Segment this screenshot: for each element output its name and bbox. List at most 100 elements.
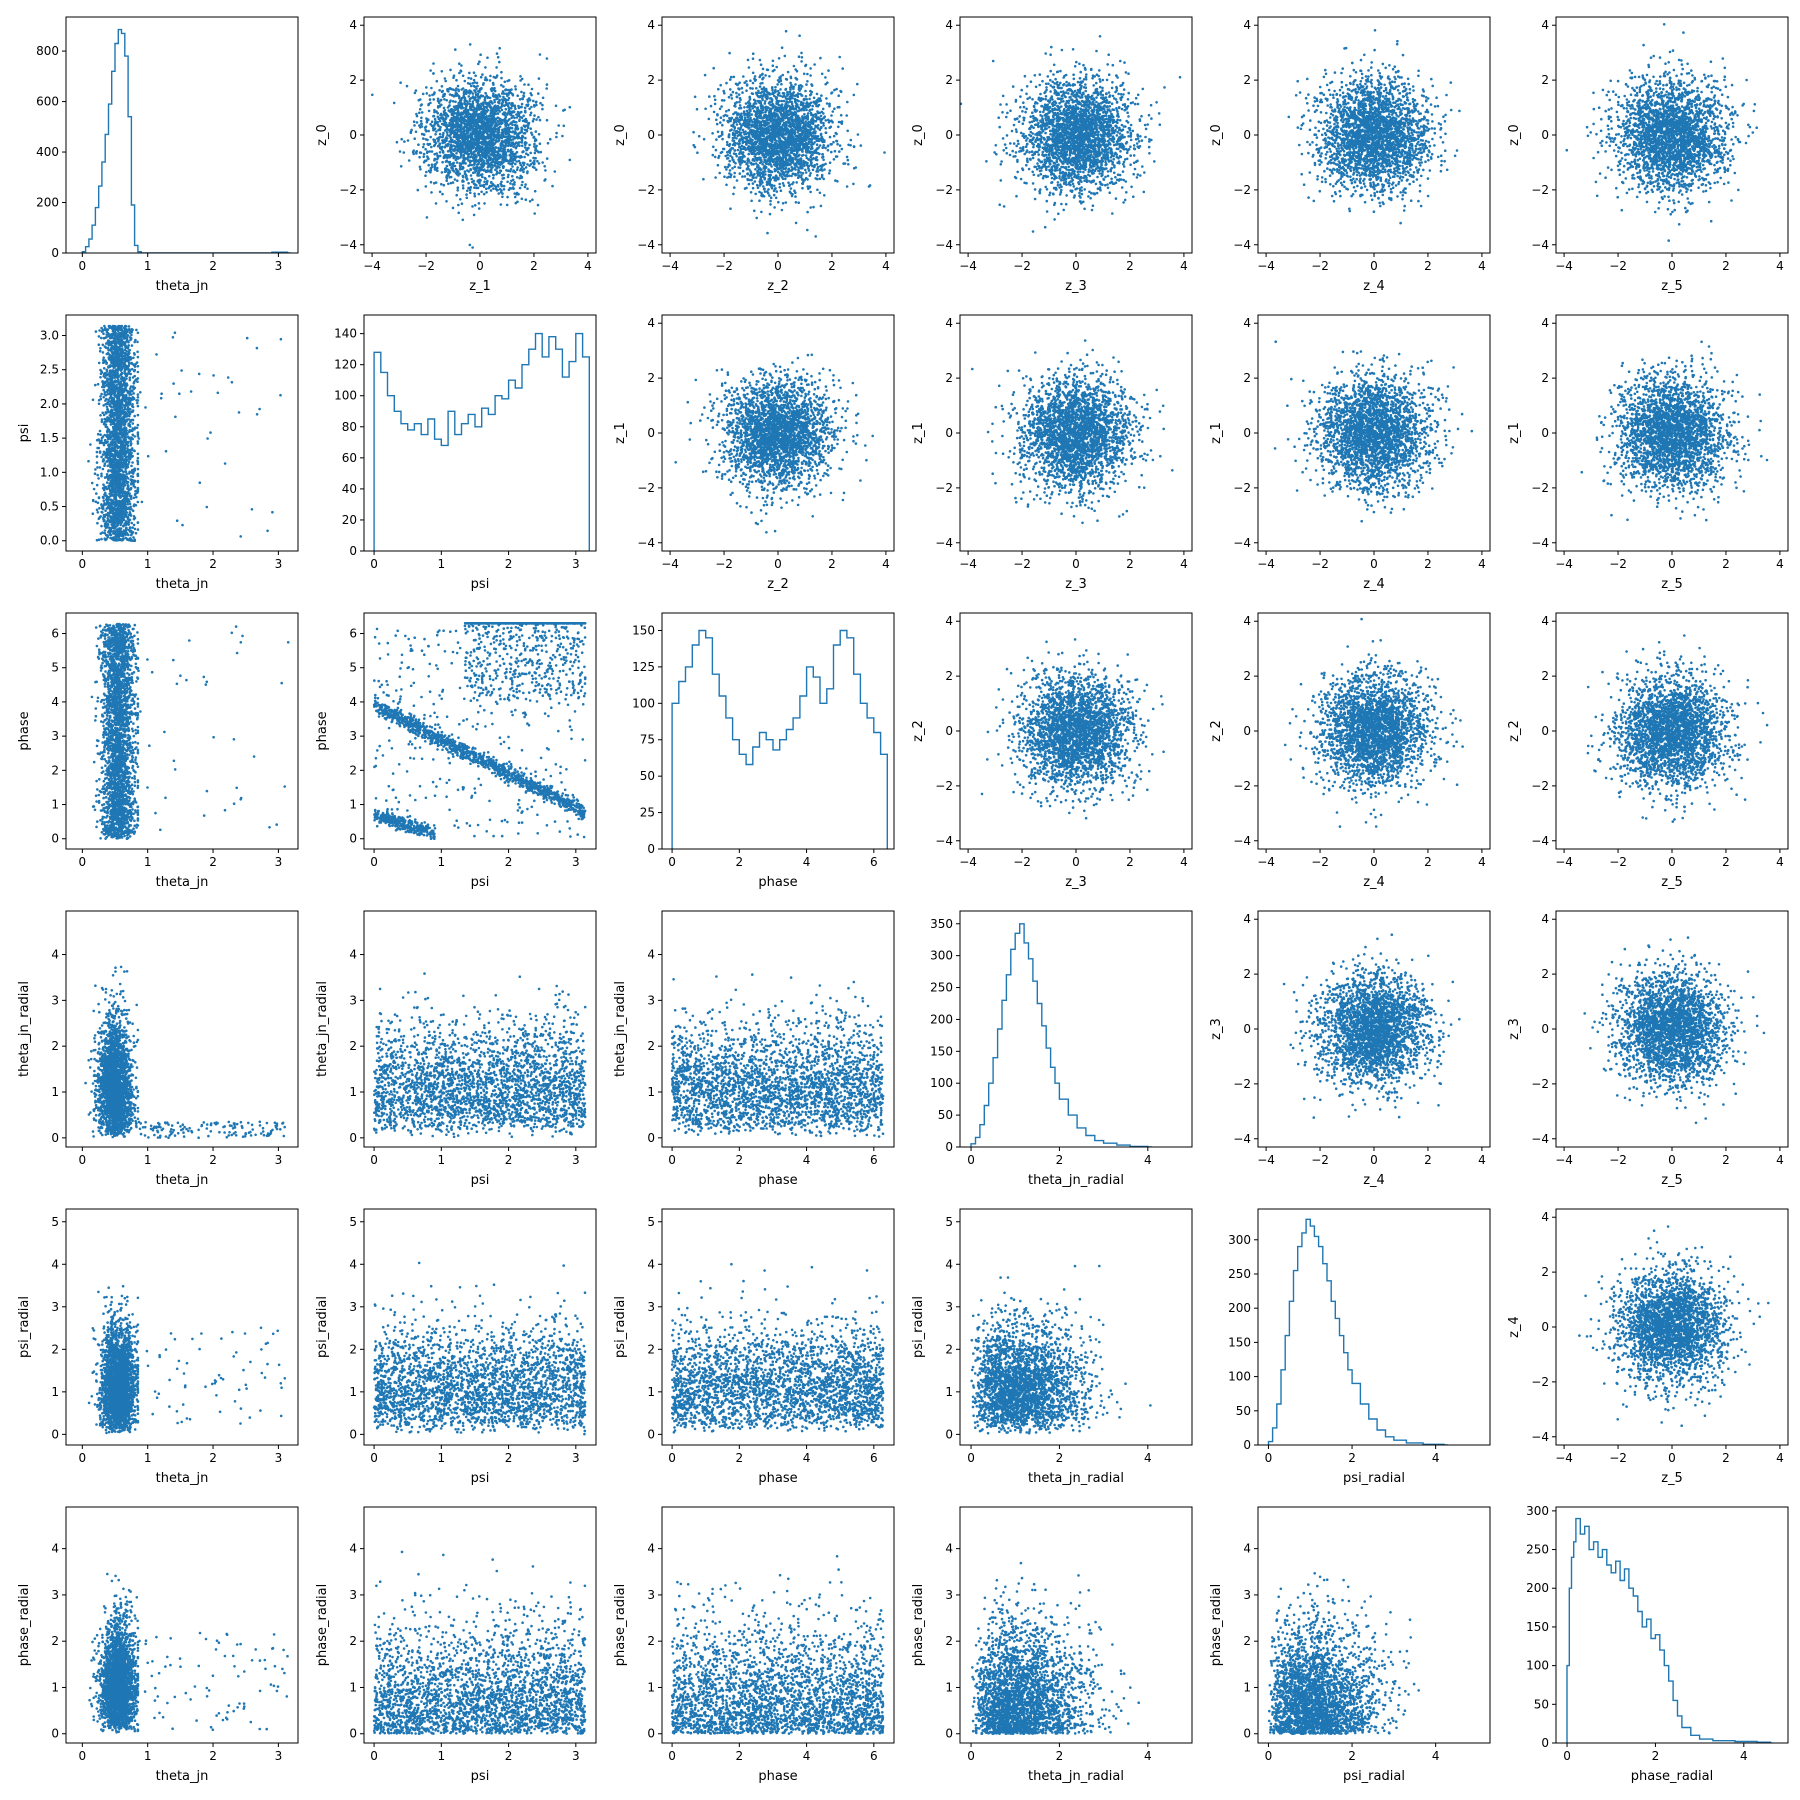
scatter-point [708, 95, 711, 98]
scatter-point [748, 124, 751, 127]
scatter-point [469, 161, 472, 164]
scatter-point [537, 116, 540, 119]
scatter-point [510, 155, 513, 158]
scatter-point [516, 166, 519, 169]
scatter-point [478, 132, 481, 135]
scatter-point [742, 75, 745, 78]
scatter-point [536, 160, 539, 163]
scatter-point [538, 133, 541, 136]
scatter-point [786, 94, 789, 97]
scatter-point [464, 92, 467, 95]
scatter-point [511, 175, 514, 178]
scatter-point [508, 108, 511, 111]
scatter-point [732, 137, 735, 140]
scatter-point [755, 102, 758, 105]
y-tick-label: 400 [36, 145, 59, 159]
scatter-point [494, 90, 497, 93]
scatter-point [514, 104, 517, 107]
scatter-point [535, 130, 538, 133]
scatter-point [478, 153, 481, 156]
scatter-point [799, 142, 802, 145]
scatter-point [469, 83, 472, 86]
scatter-point [491, 154, 494, 157]
scatter-point [521, 116, 524, 119]
scatter-point [433, 153, 436, 156]
scatter-point [466, 103, 469, 106]
scatter-point [846, 130, 849, 133]
scatter-point [530, 163, 533, 166]
scatter-point [496, 74, 499, 77]
scatter-point [445, 136, 448, 139]
scatter-point [439, 146, 442, 149]
scatter-point [749, 98, 752, 101]
scatter-point [745, 133, 748, 136]
scatter-point [494, 165, 497, 168]
scatter-point [500, 155, 503, 158]
scatter-point [497, 56, 500, 59]
scatter-point [719, 108, 722, 111]
scatter-point [771, 122, 774, 125]
scatter-point [521, 103, 524, 106]
scatter-point [477, 93, 480, 96]
scatter-point [478, 108, 481, 111]
scatter-point [467, 165, 470, 168]
scatter-point [467, 182, 470, 185]
scatter-point [743, 131, 746, 134]
scatter-point [447, 183, 450, 186]
scatter-point [478, 193, 481, 196]
scatter-point [816, 163, 819, 166]
scatter-point [477, 142, 480, 145]
scatter-point [798, 55, 801, 58]
scatter-point [793, 167, 796, 170]
scatter-point [807, 112, 810, 115]
scatter-point [769, 200, 772, 203]
scatter-point [518, 155, 521, 158]
scatter-point [771, 137, 774, 140]
scatter-point [753, 210, 756, 213]
scatter-point [752, 52, 755, 55]
scatter-point [466, 190, 469, 193]
scatter-point [441, 161, 444, 164]
scatter-point [466, 132, 469, 135]
scatter-point [821, 174, 824, 177]
scatter-point [765, 162, 768, 165]
scatter-point [765, 166, 768, 169]
scatter-point [771, 129, 774, 132]
scatter-point [509, 144, 512, 147]
scatter-point [752, 182, 755, 185]
scatter-point [794, 98, 797, 101]
scatter-point [561, 135, 564, 138]
scatter-point [836, 180, 839, 183]
scatter-point [775, 197, 778, 200]
scatter-point [458, 120, 461, 123]
scatter-point [785, 30, 788, 33]
x-tick-label: 4 [584, 259, 592, 273]
scatter-point [802, 172, 805, 175]
scatter-point [815, 158, 818, 161]
scatter-point [726, 176, 729, 179]
scatter-point [532, 136, 535, 139]
scatter-point [400, 165, 403, 168]
scatter-point [427, 104, 430, 107]
scatter-point [755, 114, 758, 117]
scatter-point [825, 131, 828, 134]
scatter-point [430, 181, 433, 184]
scatter-point [477, 167, 480, 170]
scatter-point [775, 100, 778, 103]
scatter-point [781, 46, 784, 49]
scatter-point [801, 85, 804, 88]
scatter-point [783, 174, 786, 177]
scatter-point [538, 77, 541, 80]
scatter-point [474, 115, 477, 118]
scatter-point [456, 169, 459, 172]
scatter-point [478, 174, 481, 177]
scatter-point [773, 206, 776, 209]
scatter-point [451, 121, 454, 124]
scatter-point [828, 172, 831, 175]
scatter-point [762, 68, 765, 71]
scatter-point [793, 132, 796, 135]
scatter-point [494, 128, 497, 131]
scatter-point [807, 123, 810, 126]
scatter-point [722, 90, 725, 93]
scatter-point [776, 190, 779, 193]
